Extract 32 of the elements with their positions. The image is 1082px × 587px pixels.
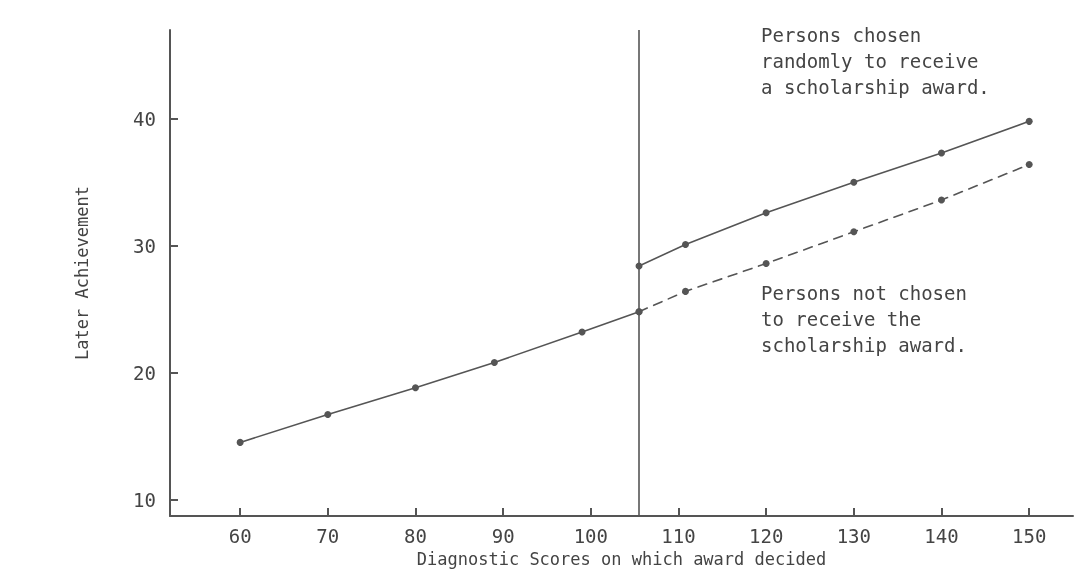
x-tick-label: 120 [748, 524, 784, 547]
point [411, 384, 419, 392]
point [850, 228, 858, 236]
x-axis-title: Diagnostic Scores on which award decided [416, 548, 827, 569]
point [324, 410, 332, 418]
x-tick-label: 150 [1012, 524, 1047, 547]
annotation: Persons chosen randomly to receive a scholarship award. [761, 24, 990, 98]
point [1025, 117, 1033, 125]
x-tick-label: 140 [924, 524, 959, 547]
y-tick-label: 10 [133, 488, 156, 511]
point [762, 209, 770, 217]
y-tick-label: 20 [133, 361, 156, 384]
x-tick-label: 70 [316, 524, 340, 547]
x-tick-label: 110 [661, 524, 696, 547]
y-axis-title: Later Achievement [71, 186, 92, 360]
y-tick-label: 40 [133, 107, 156, 130]
x-tick-label: 90 [491, 524, 515, 547]
point [850, 178, 858, 186]
point [682, 240, 689, 248]
point [762, 259, 770, 267]
point [938, 149, 945, 157]
x-tick-label: 60 [228, 524, 252, 547]
x-tick-label: 130 [836, 524, 871, 547]
x-tick-label: 80 [404, 524, 427, 547]
annotation: Persons not chosen to receive the scholarship award. [761, 282, 967, 356]
x-tick-label: 100 [573, 524, 608, 547]
point [236, 438, 244, 446]
point [938, 196, 945, 204]
point [1025, 161, 1033, 168]
y-tick-label: 30 [133, 234, 156, 257]
point [682, 287, 689, 295]
point [490, 358, 498, 366]
